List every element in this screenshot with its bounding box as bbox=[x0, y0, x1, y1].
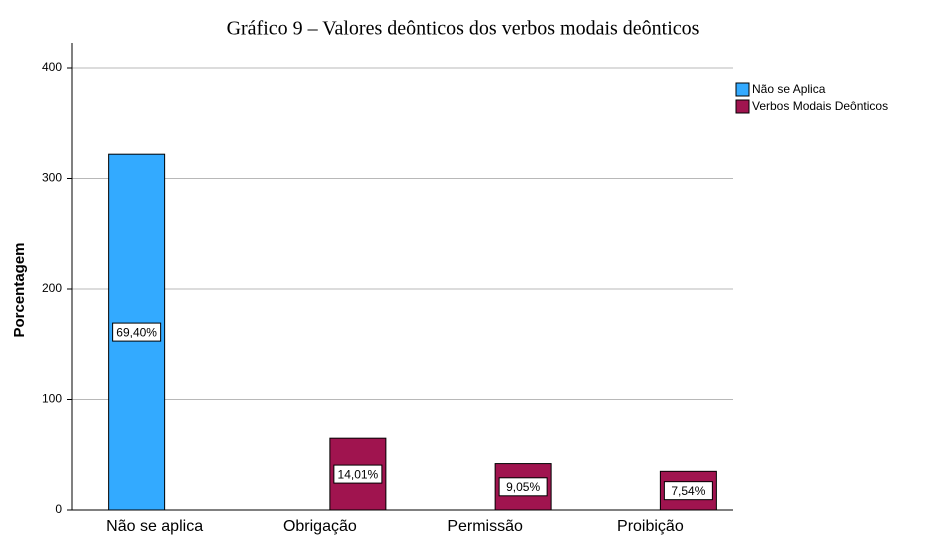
y-tick-label: 400 bbox=[42, 60, 62, 74]
legend-label: Não se Aplica bbox=[752, 82, 826, 96]
data-label-box bbox=[498, 477, 548, 497]
legend-label: Verbos Modais Deônticos bbox=[752, 99, 888, 113]
chart-title: Gráfico 9 – Valores deônticos dos verbos… bbox=[227, 18, 700, 40]
data-label-box bbox=[333, 464, 383, 484]
y-tick-label: 200 bbox=[42, 281, 62, 295]
data-label-box bbox=[112, 322, 162, 342]
data-label: 7,54% bbox=[671, 484, 705, 498]
x-tick-label: Proibição bbox=[617, 518, 684, 535]
y-tick-label: 100 bbox=[42, 392, 62, 406]
y-tick-label: 300 bbox=[42, 171, 62, 185]
data-label: 9,05% bbox=[506, 480, 540, 494]
y-tick-label: 0 bbox=[55, 502, 62, 516]
data-label: 14,01% bbox=[338, 467, 379, 481]
y-axis-label: Porcentagem bbox=[11, 242, 28, 337]
x-tick-label: Permissão bbox=[447, 518, 523, 535]
legend-swatch bbox=[735, 82, 750, 97]
x-tick-label: Não se aplica bbox=[106, 518, 203, 535]
data-label-box bbox=[663, 481, 713, 501]
legend-swatch bbox=[735, 99, 750, 114]
data-label: 69,40% bbox=[116, 325, 157, 339]
x-tick-label: Obrigação bbox=[283, 518, 357, 535]
